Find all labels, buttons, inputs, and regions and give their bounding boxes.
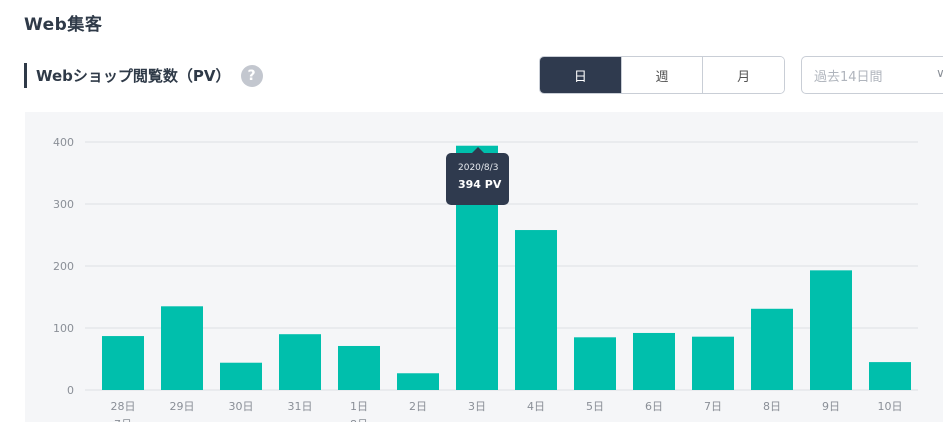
bar-28日	[102, 336, 144, 390]
bar-7日	[692, 336, 734, 390]
x-month-label: 8月	[350, 418, 368, 422]
section-title-accent-bar	[24, 63, 27, 88]
bar-30日	[220, 362, 262, 390]
bar-1日	[338, 345, 380, 390]
section-title: Webショップ閲覧数（PV） ?	[24, 63, 263, 88]
bar-9日	[810, 270, 852, 390]
x-tick-label: 29日	[170, 400, 195, 413]
bar-6日	[633, 332, 675, 390]
bar-2日	[397, 373, 439, 390]
y-tick-label: 400	[53, 136, 74, 149]
x-month-label: 7月	[114, 418, 132, 422]
x-tick-label: 10日	[878, 400, 903, 413]
x-tick-label: 30日	[229, 400, 254, 413]
x-tick-label: 9日	[822, 400, 840, 413]
x-tick-label: 4日	[527, 400, 545, 413]
range-select-value: 過去14日間	[814, 69, 883, 85]
x-tick-label: 5日	[586, 400, 604, 413]
x-tick-label: 7日	[704, 400, 722, 413]
tooltip-arrow	[472, 147, 484, 153]
chevron-down-icon: ∨	[936, 66, 943, 80]
question-circle-icon[interactable]: ?	[240, 64, 263, 87]
tab-day[interactable]: 日	[540, 57, 621, 93]
y-tick-label: 200	[53, 260, 74, 273]
tab-week[interactable]: 週	[620, 57, 703, 93]
chart-tooltip: 2020/8/3 394 PV	[446, 147, 509, 205]
period-toggle: 日 週 月	[539, 56, 785, 94]
x-tick-label: 6日	[645, 400, 663, 413]
bar-8日	[751, 308, 793, 390]
bar-5日	[574, 337, 616, 390]
x-tick-label: 3日	[468, 400, 486, 413]
y-tick-label: 300	[53, 198, 74, 211]
x-tick-label: 28日	[111, 400, 136, 413]
bar-10日	[869, 362, 911, 390]
bar-4日	[515, 230, 557, 390]
section-title-label: Webショップ閲覧数（PV）	[36, 67, 231, 85]
bar-31日	[279, 334, 321, 390]
range-select[interactable]: 過去14日間 ∨	[801, 56, 943, 94]
tab-month[interactable]: 月	[702, 57, 784, 93]
y-tick-label: 0	[67, 384, 74, 397]
tooltip-date: 2020/8/3	[458, 163, 499, 173]
x-tick-label: 31日	[288, 400, 313, 413]
x-tick-label: 1日	[350, 400, 368, 413]
tooltip-value: 394 PV	[458, 178, 502, 191]
x-tick-label: 8日	[763, 400, 781, 413]
bar-29日	[161, 306, 203, 390]
page-heading: Web集客	[24, 15, 103, 35]
x-tick-label: 2日	[409, 400, 427, 413]
y-tick-label: 100	[53, 322, 74, 335]
